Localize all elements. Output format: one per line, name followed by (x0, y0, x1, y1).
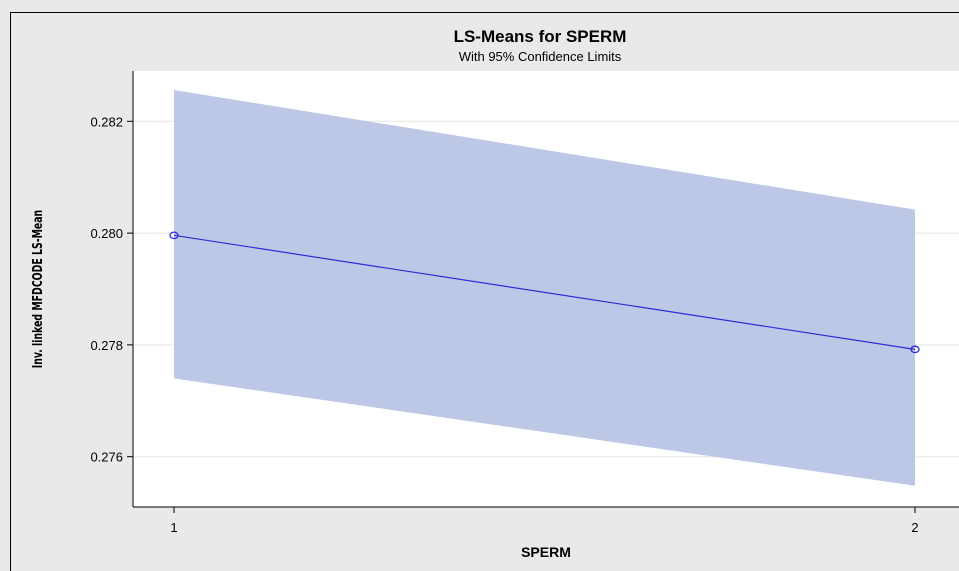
series-line (173, 234, 916, 350)
y-tick-label: 0.276 (90, 450, 123, 465)
y-axis-ticks: 0.276 0.278 0.280 0.282 (90, 114, 133, 465)
data-points (169, 231, 920, 354)
data-point (910, 345, 920, 354)
y-axis-label: Inv. linked MFDCODE LS-Mean (29, 210, 45, 368)
x-axis-label: SPERM (521, 544, 571, 560)
chart-frame-border (10, 12, 959, 571)
y-tick-label: 0.278 (90, 338, 123, 353)
x-tick-label: 2 (911, 520, 918, 535)
y-tick-label: 0.280 (90, 226, 123, 241)
data-point (169, 231, 179, 240)
chart-subtitle: With 95% Confidence Limits (459, 49, 622, 64)
x-tick-label: 1 (170, 520, 177, 535)
chart-title: LS-Means for SPERM (454, 27, 627, 46)
y-tick-label: 0.282 (90, 114, 123, 129)
confidence-band (174, 90, 915, 486)
